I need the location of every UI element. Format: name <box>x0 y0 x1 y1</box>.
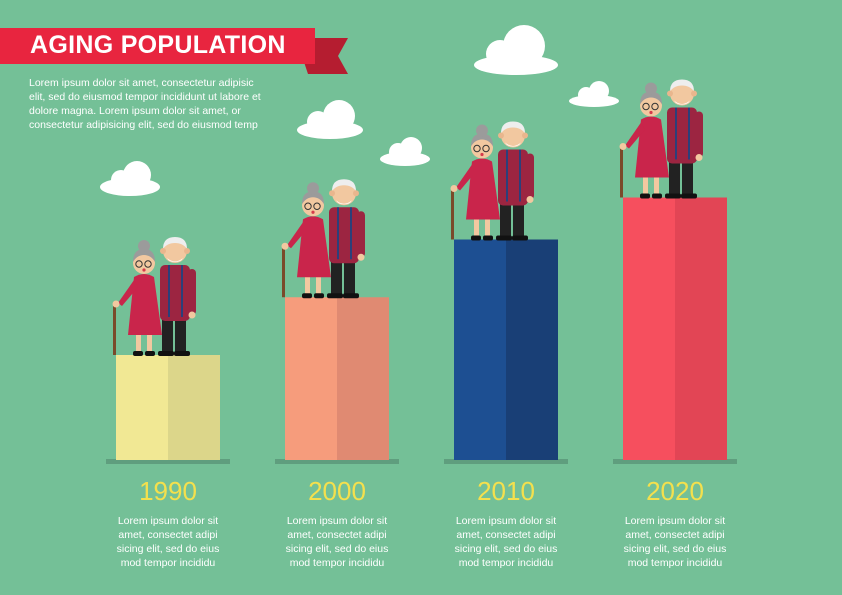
desc-line: Lorem ipsum dolor sit <box>286 515 388 527</box>
page-title: AGING POPULATION <box>30 31 286 59</box>
baseline-2010 <box>444 459 568 464</box>
desc-line: sicing elit, sed do eius <box>623 543 727 555</box>
desc-line: sicing elit, sed do eius <box>285 543 389 555</box>
bar-description-2010: Lorem ipsum dolor sit amet, consectet ad… <box>436 514 576 570</box>
desc-line: Lorem ipsum dolor sit <box>117 515 219 527</box>
bar-description-2000: Lorem ipsum dolor sit amet, consectet ad… <box>267 514 407 570</box>
desc-line: amet, consectet adipi <box>625 529 725 541</box>
elderly-couple-2010 <box>450 121 534 241</box>
desc-line: amet, consectet adipi <box>456 529 556 541</box>
bars-group <box>116 197 727 460</box>
cloud-3 <box>380 137 430 166</box>
bar-2020 <box>623 197 675 460</box>
cloud-4 <box>474 25 558 75</box>
desc-line: Lorem ipsum dolor sit <box>624 515 726 527</box>
desc-line: amet, consectet adipi <box>287 529 387 541</box>
figures-group <box>112 79 703 356</box>
desc-line: sicing elit, sed do eius <box>116 543 220 555</box>
desc-line: mod tempor incididu <box>120 557 216 569</box>
baseline-2000 <box>275 459 399 464</box>
baseline-2020 <box>613 459 737 464</box>
bar-2000 <box>285 297 337 460</box>
elderly-couple-2000 <box>281 179 365 299</box>
bar-shade-1990 <box>168 355 220 460</box>
baseline-1990 <box>106 459 230 464</box>
intro-text: Lorem ipsum dolor sit amet, consectetur … <box>29 77 261 131</box>
year-label-2000: 2000 <box>308 476 366 506</box>
elderly-couple-1990 <box>112 237 196 356</box>
year-label-1990: 1990 <box>139 476 197 506</box>
desc-line: mod tempor incididu <box>458 557 554 569</box>
bar-shade-2010 <box>506 239 558 460</box>
desc-line: sicing elit, sed do eius <box>454 543 558 555</box>
bar-1990 <box>116 355 168 460</box>
desc-line: amet, consectet adipi <box>118 529 218 541</box>
bar-description-1990: Lorem ipsum dolor sit amet, consectet ad… <box>98 514 238 570</box>
bar-shade-2000 <box>337 297 389 460</box>
year-label-2010: 2010 <box>477 476 535 506</box>
desc-line: mod tempor incididu <box>289 557 385 569</box>
bar-description-2020: Lorem ipsum dolor sit amet, consectet ad… <box>605 514 745 570</box>
bar-shade-2020 <box>675 197 727 460</box>
cloud-5 <box>569 81 619 107</box>
title-banner <box>0 28 348 74</box>
cloud-2 <box>297 100 363 139</box>
bar-2010 <box>454 239 506 460</box>
desc-line: Lorem ipsum dolor sit <box>455 515 557 527</box>
elderly-couple-2020 <box>619 79 703 199</box>
cloud-1 <box>100 161 160 196</box>
baselines <box>106 459 737 464</box>
year-label-2020: 2020 <box>646 476 704 506</box>
desc-line: mod tempor incididu <box>627 557 723 569</box>
